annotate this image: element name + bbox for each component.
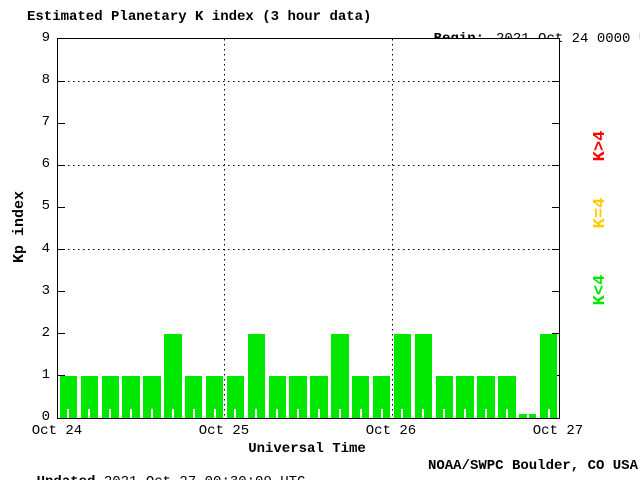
- bar-tick-notch: [359, 409, 362, 418]
- y-tick-right-7: [552, 122, 559, 124]
- h-gridline-kp6: [58, 164, 559, 166]
- updated-value: 2021 Oct 27 00:30:09 UTC: [95, 474, 306, 480]
- bar-tick-notch: [192, 409, 195, 418]
- bar-tick-notch: [547, 409, 550, 418]
- y-tick-label-0: 0: [41, 409, 50, 425]
- h-gridline-kp8: [58, 80, 559, 82]
- kp-bar: [164, 333, 182, 418]
- kp-bar: [185, 375, 203, 418]
- y-tick-label-5: 5: [41, 198, 50, 215]
- bar-tick-notch: [255, 409, 258, 418]
- kp-bar: [101, 375, 119, 418]
- bar-tick-notch: [464, 409, 467, 418]
- h-gridline-kp4: [58, 249, 559, 251]
- y-tick-left-1: [58, 375, 65, 377]
- y-tick-right-5: [552, 206, 559, 208]
- bar-tick-notch: [505, 409, 508, 418]
- bar-tick-notch: [317, 409, 320, 418]
- kp-bar: [393, 333, 412, 418]
- plot-area: [57, 38, 560, 419]
- kp-bar: [226, 375, 245, 418]
- y-tick-label-1: 1: [41, 366, 50, 383]
- y-tick-left-8: [58, 80, 65, 82]
- bar-tick-notch: [213, 409, 216, 418]
- y-tick-left-7: [58, 122, 65, 124]
- y-tick-right-6: [552, 164, 559, 166]
- x-tick-label-oct-26: Oct 26: [365, 423, 417, 439]
- bar-tick-notch: [109, 409, 112, 418]
- bar-tick-notch: [88, 409, 91, 418]
- kp-bar: [539, 333, 558, 418]
- bar-tick-notch: [297, 409, 300, 418]
- v-gridline-day2: [391, 39, 393, 418]
- kp-bar: [59, 375, 78, 418]
- y-tick-right-8: [552, 80, 559, 82]
- y-tick-left-5: [58, 206, 65, 208]
- y-tick-label-7: 7: [41, 114, 50, 131]
- bar-tick-notch: [380, 409, 383, 418]
- y-tick-right-3: [552, 291, 559, 293]
- legend-k-eq-4: K=4: [591, 197, 610, 229]
- updated-timestamp: Updated 2021 Oct 27 00:30:09 UTC: [3, 458, 306, 480]
- x-tick-label-oct-27: Oct 27: [532, 423, 584, 439]
- y-tick-left-4: [58, 249, 65, 251]
- kp-bar: [352, 375, 370, 418]
- chart-title: Estimated Planetary K index (3 hour data…: [27, 9, 372, 25]
- kp-bar: [80, 375, 98, 418]
- y-tick-label-6: 6: [41, 156, 50, 173]
- y-tick-label-3: 3: [41, 282, 50, 299]
- bar-tick-notch: [150, 409, 153, 418]
- kp-bar: [477, 375, 495, 418]
- bar-tick-notch: [67, 409, 70, 418]
- bar-tick-notch: [171, 409, 174, 418]
- kp-bar: [289, 375, 307, 418]
- kp-bar: [268, 375, 286, 418]
- credit-text: NOAA/SWPC Boulder, CO USA: [427, 458, 638, 474]
- x-axis-title: Universal Time: [248, 441, 366, 457]
- y-axis-title: Kp index: [11, 191, 28, 264]
- y-tick-left-6: [58, 164, 65, 166]
- kp-bar: [498, 375, 516, 418]
- kp-bar: [414, 333, 432, 418]
- bar-tick-notch: [401, 409, 404, 418]
- kp-bar: [435, 375, 453, 418]
- y-tick-label-4: 4: [41, 240, 50, 257]
- y-tick-label-8: 8: [41, 72, 50, 89]
- kp-bar: [143, 375, 161, 418]
- kp-bar: [122, 375, 140, 418]
- bar-tick-notch: [422, 409, 425, 418]
- x-tick-label-oct-24: Oct 24: [31, 423, 83, 439]
- y-tick-right-4: [552, 249, 559, 251]
- kp-bar: [331, 333, 349, 418]
- kp-bar: [456, 375, 474, 418]
- y-tick-left-2: [58, 333, 65, 335]
- kp-bar: [310, 375, 328, 418]
- bar-tick-notch: [338, 409, 341, 418]
- updated-label: Updated: [37, 474, 96, 480]
- v-gridline-day1: [224, 39, 226, 418]
- y-tick-label-9: 9: [41, 30, 50, 46]
- legend-k-lt-4: K<4: [591, 274, 610, 306]
- kp-bar: [205, 375, 224, 418]
- kp-bar: [519, 409, 537, 418]
- y-tick-right-2: [552, 333, 559, 335]
- x-tick-label-oct-25: Oct 25: [198, 423, 250, 439]
- bar-tick-notch: [443, 409, 446, 418]
- bar-tick-notch: [484, 409, 487, 418]
- bar-tick-notch: [276, 409, 279, 418]
- y-tick-label-2: 2: [41, 324, 50, 341]
- y-tick-left-3: [58, 291, 65, 293]
- bar-tick-notch: [234, 409, 237, 418]
- kp-bar: [247, 333, 265, 418]
- bar-tick-notch: [130, 409, 133, 418]
- kp-bar: [372, 375, 391, 418]
- bar-tick-notch: [526, 409, 529, 418]
